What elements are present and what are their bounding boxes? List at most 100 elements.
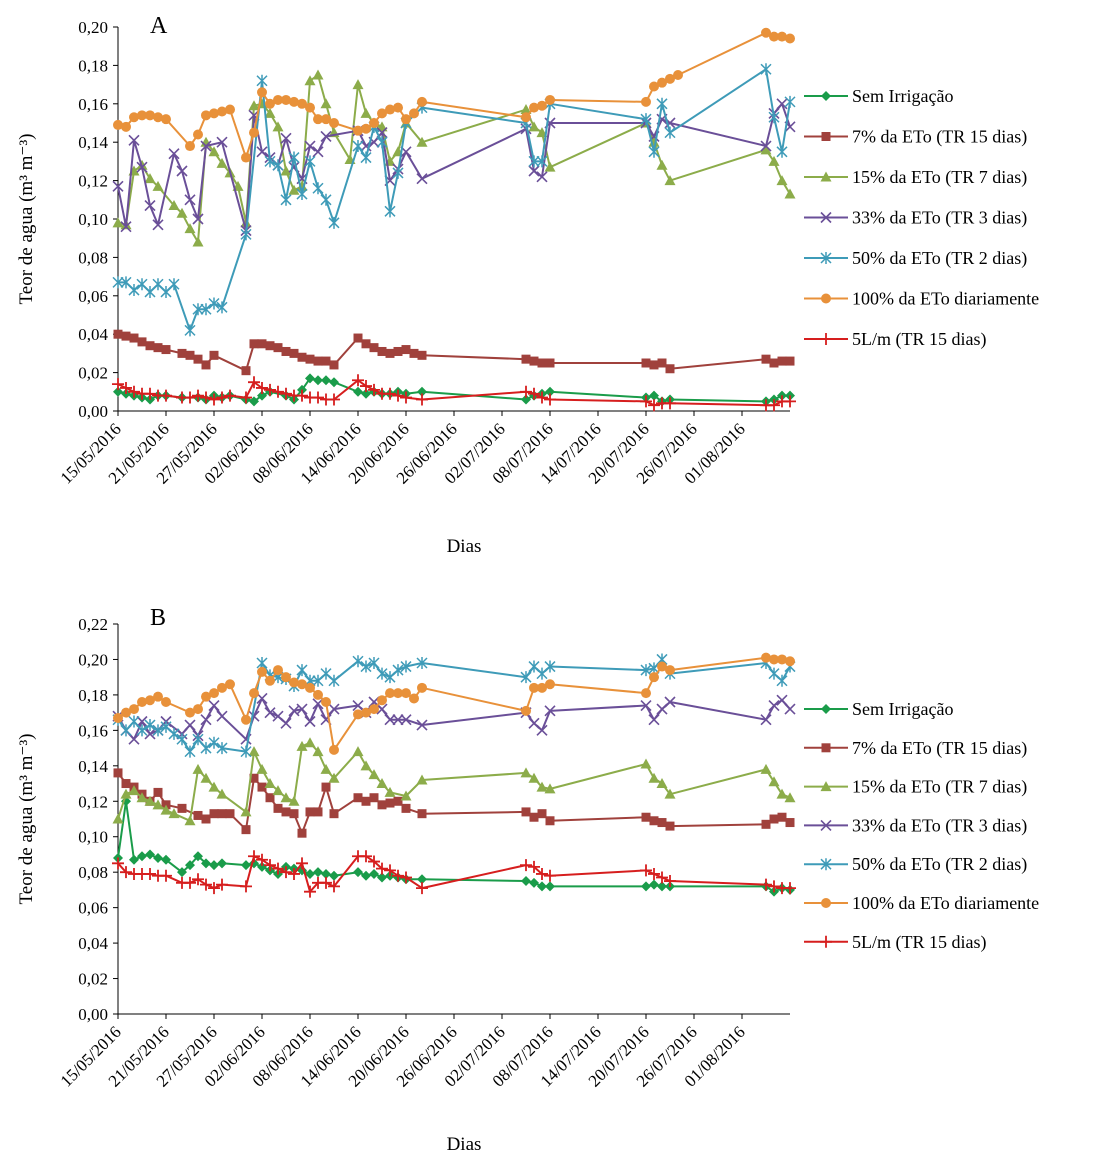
data-point: [208, 882, 220, 895]
data-point: [217, 106, 227, 117]
legend-label: Sem Irrigação: [852, 86, 953, 106]
data-point: [137, 851, 147, 862]
data-point: [392, 166, 404, 179]
legend-item: 7% da ETo (TR 15 dias): [804, 738, 1027, 759]
data-point: [305, 807, 315, 817]
data-point: [240, 391, 252, 404]
y-tick-label: 0,02: [78, 364, 108, 383]
legend-marker: [820, 781, 832, 792]
data-point: [368, 855, 380, 868]
data-point: [529, 102, 539, 113]
data-point: [545, 816, 555, 826]
data-point: [521, 354, 531, 364]
data-point: [353, 793, 363, 803]
data-point: [304, 75, 316, 86]
data-point: [656, 871, 668, 884]
data-point: [776, 145, 788, 158]
legend-label: 50% da ETo (TR 2 dias): [852, 248, 1027, 269]
panel-label: B: [150, 605, 166, 631]
data-point: [664, 788, 676, 799]
data-point: [329, 377, 339, 388]
data-point: [313, 114, 323, 125]
data-point: [385, 348, 395, 358]
data-point: [264, 707, 276, 719]
data-point: [664, 875, 676, 888]
data-point: [312, 182, 324, 195]
data-point: [521, 394, 531, 405]
data-point: [417, 809, 427, 819]
data-point: [785, 356, 795, 366]
chart-panel-a: A 0,00 0,02 0,04 0,06 0,08 0,10 0,12 0,14 0,16 0,1…: [16, 13, 1039, 557]
data-point: [377, 800, 387, 810]
data-point: [113, 119, 123, 130]
legend-item: 50% da ETo (TR 2 dias): [804, 854, 1027, 875]
y-tick-label: 0,00: [78, 402, 108, 421]
data-point: [240, 745, 252, 758]
data-point: [328, 703, 340, 715]
data-point: [760, 878, 772, 891]
data-point: [649, 360, 659, 370]
data-point: [137, 337, 147, 347]
y-tick-label: 0,00: [78, 1005, 108, 1024]
data-point: [193, 810, 203, 820]
data-point: [281, 94, 291, 105]
data-point: [249, 688, 259, 699]
data-point: [128, 733, 140, 745]
data-point: [376, 703, 388, 715]
data-point: [656, 159, 668, 170]
data-point: [192, 303, 204, 316]
legend-marker: [820, 171, 832, 182]
data-point: [320, 876, 332, 889]
data-point: [352, 655, 364, 668]
data-point: [161, 854, 171, 865]
data-point: [776, 674, 788, 687]
legend-item: 5L/m (TR 15 dias): [804, 329, 986, 350]
series-p50: [112, 653, 796, 758]
data-point: [417, 350, 427, 360]
data-point: [361, 388, 371, 399]
data-point: [137, 110, 147, 121]
data-point: [257, 390, 267, 401]
data-point: [112, 276, 124, 289]
data-point: [353, 386, 363, 397]
legend-item: 5L/m (TR 15 dias): [804, 932, 986, 953]
data-point: [128, 785, 140, 796]
legend-marker: [821, 704, 831, 714]
data-point: [361, 339, 371, 349]
series-line: [117, 772, 791, 835]
data-point: [768, 776, 780, 787]
legend-label: 100% da ETo diariamente: [852, 893, 1039, 913]
data-point: [528, 165, 540, 177]
series-line: [117, 741, 791, 822]
data-point: [657, 358, 667, 368]
data-point: [208, 781, 220, 792]
data-point: [328, 880, 340, 893]
legend-marker: [821, 91, 831, 101]
data-point: [161, 697, 171, 707]
data-point: [536, 781, 548, 792]
data-point: [216, 788, 228, 799]
data-point: [161, 345, 171, 355]
data-point: [536, 724, 548, 736]
data-point: [312, 146, 324, 158]
data-point: [248, 100, 260, 111]
data-point: [393, 102, 403, 113]
data-point: [200, 742, 212, 755]
data-point: [320, 667, 332, 680]
data-point: [784, 882, 796, 895]
data-point: [760, 144, 772, 155]
data-point: [121, 331, 131, 341]
data-point: [177, 867, 187, 878]
data-point: [361, 123, 371, 134]
data-point: [200, 303, 212, 316]
data-point: [673, 70, 683, 80]
data-point: [288, 151, 300, 164]
legend-label: 15% da ETo (TR 7 dias): [852, 167, 1027, 188]
data-point: [136, 161, 148, 173]
legend-item: Sem Irrigação: [804, 699, 953, 719]
data-point: [537, 682, 547, 693]
legend-label: 33% da ETo (TR 3 dias): [852, 208, 1027, 229]
data-point: [392, 389, 404, 402]
data-point: [216, 710, 228, 722]
